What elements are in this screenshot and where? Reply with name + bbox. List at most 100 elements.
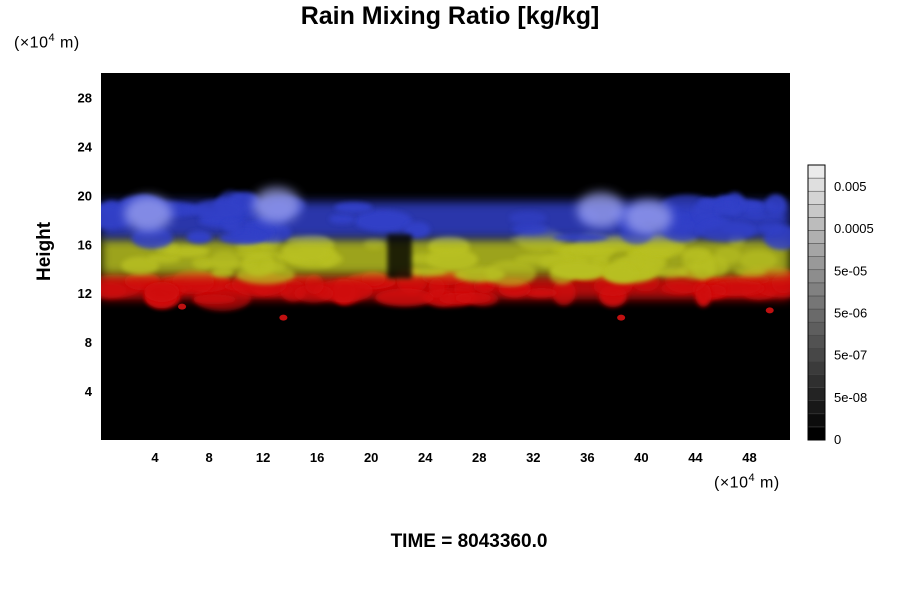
rain-cell (525, 288, 558, 298)
colorbar-level (807, 190, 826, 205)
colorbar-level (807, 295, 826, 310)
rain-cell (714, 247, 742, 264)
y-tick-label: 28 (78, 90, 92, 105)
chart-title: Rain Mixing Ratio [kg/kg] (300, 2, 600, 30)
x-tick-label: 32 (526, 450, 540, 465)
rain-cell (550, 261, 605, 279)
colorbar-label: 0 (834, 432, 841, 447)
x-tick-label: 28 (472, 450, 486, 465)
rain-cell (329, 214, 356, 224)
rain-cell (334, 202, 373, 213)
rain-layer (101, 226, 790, 287)
rain-layer (101, 190, 790, 250)
x-tick-label: 48 (742, 450, 756, 465)
rain-cell (765, 194, 787, 215)
rain-cell (652, 267, 688, 278)
x-tick-label: 4 (151, 450, 159, 465)
layer-gap (387, 234, 412, 279)
colorbar-level (807, 308, 826, 323)
rain-cell (192, 294, 237, 305)
colorbar-frame (807, 164, 826, 441)
rain-cell (194, 199, 244, 221)
rain-cell (455, 292, 492, 304)
rain-cell (716, 204, 739, 217)
rain-cell (364, 238, 385, 250)
colorbar-level (807, 217, 826, 231)
colorbar-label: 5e-05 (834, 263, 867, 278)
rain-cell (571, 244, 631, 253)
y-axis-ticks: 4 8 12 16 20 24 28 (78, 90, 93, 399)
rain-cell (211, 267, 235, 278)
rain-cell (760, 222, 782, 234)
colorbar-level (807, 413, 826, 428)
y-tick-label: 8 (85, 335, 92, 350)
rain-cell (408, 267, 447, 276)
colorbar-label: 0.0005 (834, 221, 874, 236)
y-tick-label: 12 (78, 286, 92, 301)
x-tick-label: 36 (580, 450, 594, 465)
y-tick-label: 16 (78, 237, 92, 252)
colorbar-level (807, 164, 826, 179)
colorbar: 0 5e-08 5e-07 5e-06 5e-05 0.0005 0.005 (807, 164, 874, 447)
rain-droplet (617, 314, 626, 321)
x-tick-label: 44 (688, 450, 703, 465)
rain-cell (172, 268, 215, 295)
rain-cell (121, 256, 160, 275)
x-tick-label: 24 (418, 450, 433, 465)
colorbar-level (807, 243, 826, 257)
y-tick-label: 20 (78, 188, 92, 203)
x-tick-label: 16 (310, 450, 324, 465)
rain-cell (426, 248, 478, 271)
rain-cell (305, 274, 324, 294)
colorbar-level (807, 400, 826, 415)
rain-cell (374, 288, 434, 307)
rain-cell (144, 281, 180, 302)
rain-cell (612, 256, 642, 268)
rain-cell (730, 212, 784, 222)
colorbar-level (807, 426, 826, 441)
colorbar-label: 0.005 (834, 179, 867, 194)
rain-cell (699, 197, 736, 207)
x-tick-label: 8 (205, 450, 212, 465)
colorbar-label: 5e-06 (834, 306, 867, 321)
convective-tower (252, 187, 301, 224)
rain-cell (680, 248, 710, 260)
colorbar-level (807, 348, 826, 362)
rain-cell (404, 221, 431, 238)
colorbar-level (807, 387, 826, 401)
rain-cell (235, 249, 279, 260)
rain-cell (186, 230, 212, 244)
rain-cell (552, 279, 576, 306)
rain-cell (691, 254, 715, 280)
x-tick-label: 20 (364, 450, 378, 465)
rain-cell (639, 236, 677, 255)
rain-cell (485, 260, 537, 287)
rain-cell (739, 250, 778, 270)
rain-cell (361, 271, 386, 287)
convective-tower (624, 199, 673, 236)
x-axis-unit: (×104 m) (714, 472, 780, 492)
rain-cell (509, 211, 547, 225)
rain-cell (553, 232, 609, 242)
colorbar-level (807, 334, 826, 349)
y-tick-label: 4 (85, 384, 93, 399)
rain-cell (512, 223, 548, 235)
rain-cell (222, 220, 242, 233)
rain-droplet (178, 303, 187, 310)
colorbar-level (807, 230, 826, 244)
rain-cell (674, 220, 692, 235)
rain-droplet (765, 307, 774, 314)
time-label: TIME = 8043360.0 (390, 531, 548, 552)
colorbar-level (807, 374, 826, 388)
rain-cell (354, 210, 413, 232)
convective-tower (576, 192, 625, 229)
colorbar-level (807, 204, 826, 218)
y-axis-unit: (×104 m) (14, 32, 80, 52)
colorbar-level (807, 256, 826, 271)
rain-cell (147, 253, 181, 264)
rain-droplet (279, 314, 288, 321)
colorbar-label: 5e-08 (834, 390, 867, 405)
rain-field (101, 187, 790, 321)
colorbar-level (807, 269, 826, 284)
